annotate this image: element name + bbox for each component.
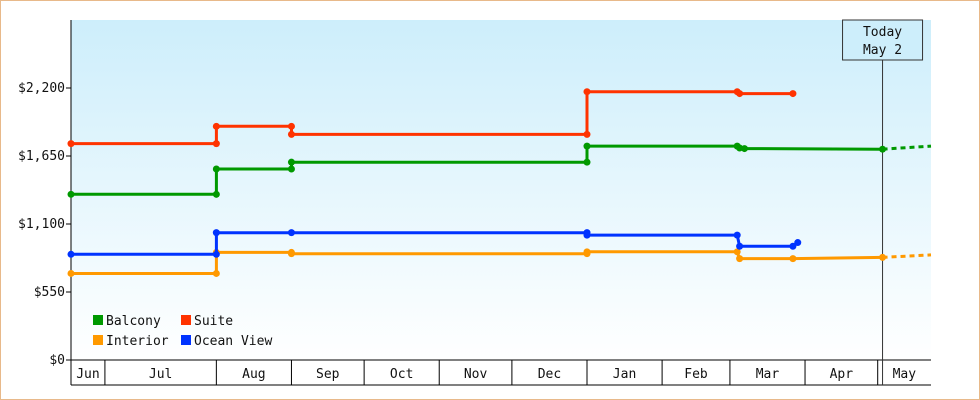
series-projection-balcony — [882, 144, 932, 151]
data-point-balcony — [879, 145, 887, 153]
legend-swatch — [93, 315, 103, 325]
data-point-ocean-view — [67, 250, 75, 258]
legend: Balcony Suite Interior Ocean View — [93, 314, 272, 349]
data-point-suite — [287, 130, 295, 138]
data-point-balcony — [740, 145, 748, 153]
x-tick-label: Aug — [242, 367, 265, 382]
legend-swatch — [181, 335, 191, 345]
legend-label: Ocean View — [194, 334, 272, 349]
today-label: Today — [863, 25, 902, 40]
data-point-ocean-view — [212, 250, 220, 258]
data-point-balcony — [212, 165, 220, 173]
x-tick-label: Dec — [538, 367, 561, 382]
x-tick-label: Oct — [390, 367, 413, 382]
data-point-suite — [67, 140, 75, 148]
data-point-suite — [212, 122, 220, 130]
data-point-ocean-view — [733, 231, 741, 239]
y-axis: $0 $550 $1,100 $1,650 $2,200 — [18, 20, 72, 368]
legend-swatch — [93, 335, 103, 345]
x-tick-label: Jul — [149, 367, 172, 382]
x-tick-label: Jan — [613, 367, 636, 382]
y-tick-label: $0 — [49, 353, 65, 368]
x-tick-label: Jun — [76, 367, 99, 382]
legend-label: Balcony — [106, 314, 161, 329]
data-point-balcony — [287, 165, 295, 173]
data-point-suite — [583, 130, 591, 138]
x-tick-label: May — [893, 367, 917, 382]
data-point-suite — [583, 88, 591, 96]
data-point-balcony — [67, 190, 75, 198]
x-tick-label: Feb — [684, 367, 708, 382]
today-date-label: May 2 — [863, 43, 902, 58]
data-point-suite — [212, 140, 220, 148]
plot-area — [71, 20, 931, 360]
legend-swatch — [181, 315, 191, 325]
x-tick-label: Sep — [316, 367, 340, 382]
data-point-interior — [287, 250, 295, 258]
data-point-ocean-view — [736, 242, 744, 250]
data-point-suite — [287, 122, 295, 130]
series-group — [67, 88, 932, 277]
series-projection-interior — [882, 253, 932, 259]
y-tick-label: $1,650 — [18, 149, 65, 164]
data-point-balcony — [212, 190, 220, 198]
data-point-suite — [736, 90, 744, 98]
data-point-ocean-view — [212, 229, 220, 237]
data-point-interior — [583, 248, 591, 256]
data-point-balcony — [583, 142, 591, 150]
data-point-interior — [67, 269, 75, 277]
data-point-ocean-view — [789, 242, 797, 250]
data-point-interior — [879, 253, 887, 261]
data-point-interior — [733, 248, 741, 256]
data-point-suite — [789, 90, 797, 98]
data-point-interior — [736, 255, 744, 263]
data-point-ocean-view — [583, 231, 591, 239]
y-tick-label: $1,100 — [18, 217, 65, 232]
data-point-interior — [789, 255, 797, 263]
y-tick-label: $550 — [34, 285, 65, 300]
data-point-interior — [212, 269, 220, 277]
x-axis: Jun Jul Aug Sep Oct Nov Dec Jan Feb Mar Apr May — [70, 359, 931, 386]
data-point-ocean-view — [287, 229, 295, 237]
data-point-balcony — [583, 158, 591, 166]
data-point-balcony — [287, 158, 295, 166]
today-marker: Today May 2 — [842, 19, 924, 385]
x-tick-label: Mar — [756, 367, 780, 382]
data-point-ocean-view — [794, 239, 802, 247]
legend-label: Interior — [106, 334, 169, 349]
y-tick-label: $2,200 — [18, 81, 65, 96]
x-tick-label: Apr — [830, 367, 854, 382]
legend-label: Suite — [194, 314, 233, 329]
today-box — [842, 19, 924, 61]
x-tick-label: Nov — [464, 367, 488, 382]
